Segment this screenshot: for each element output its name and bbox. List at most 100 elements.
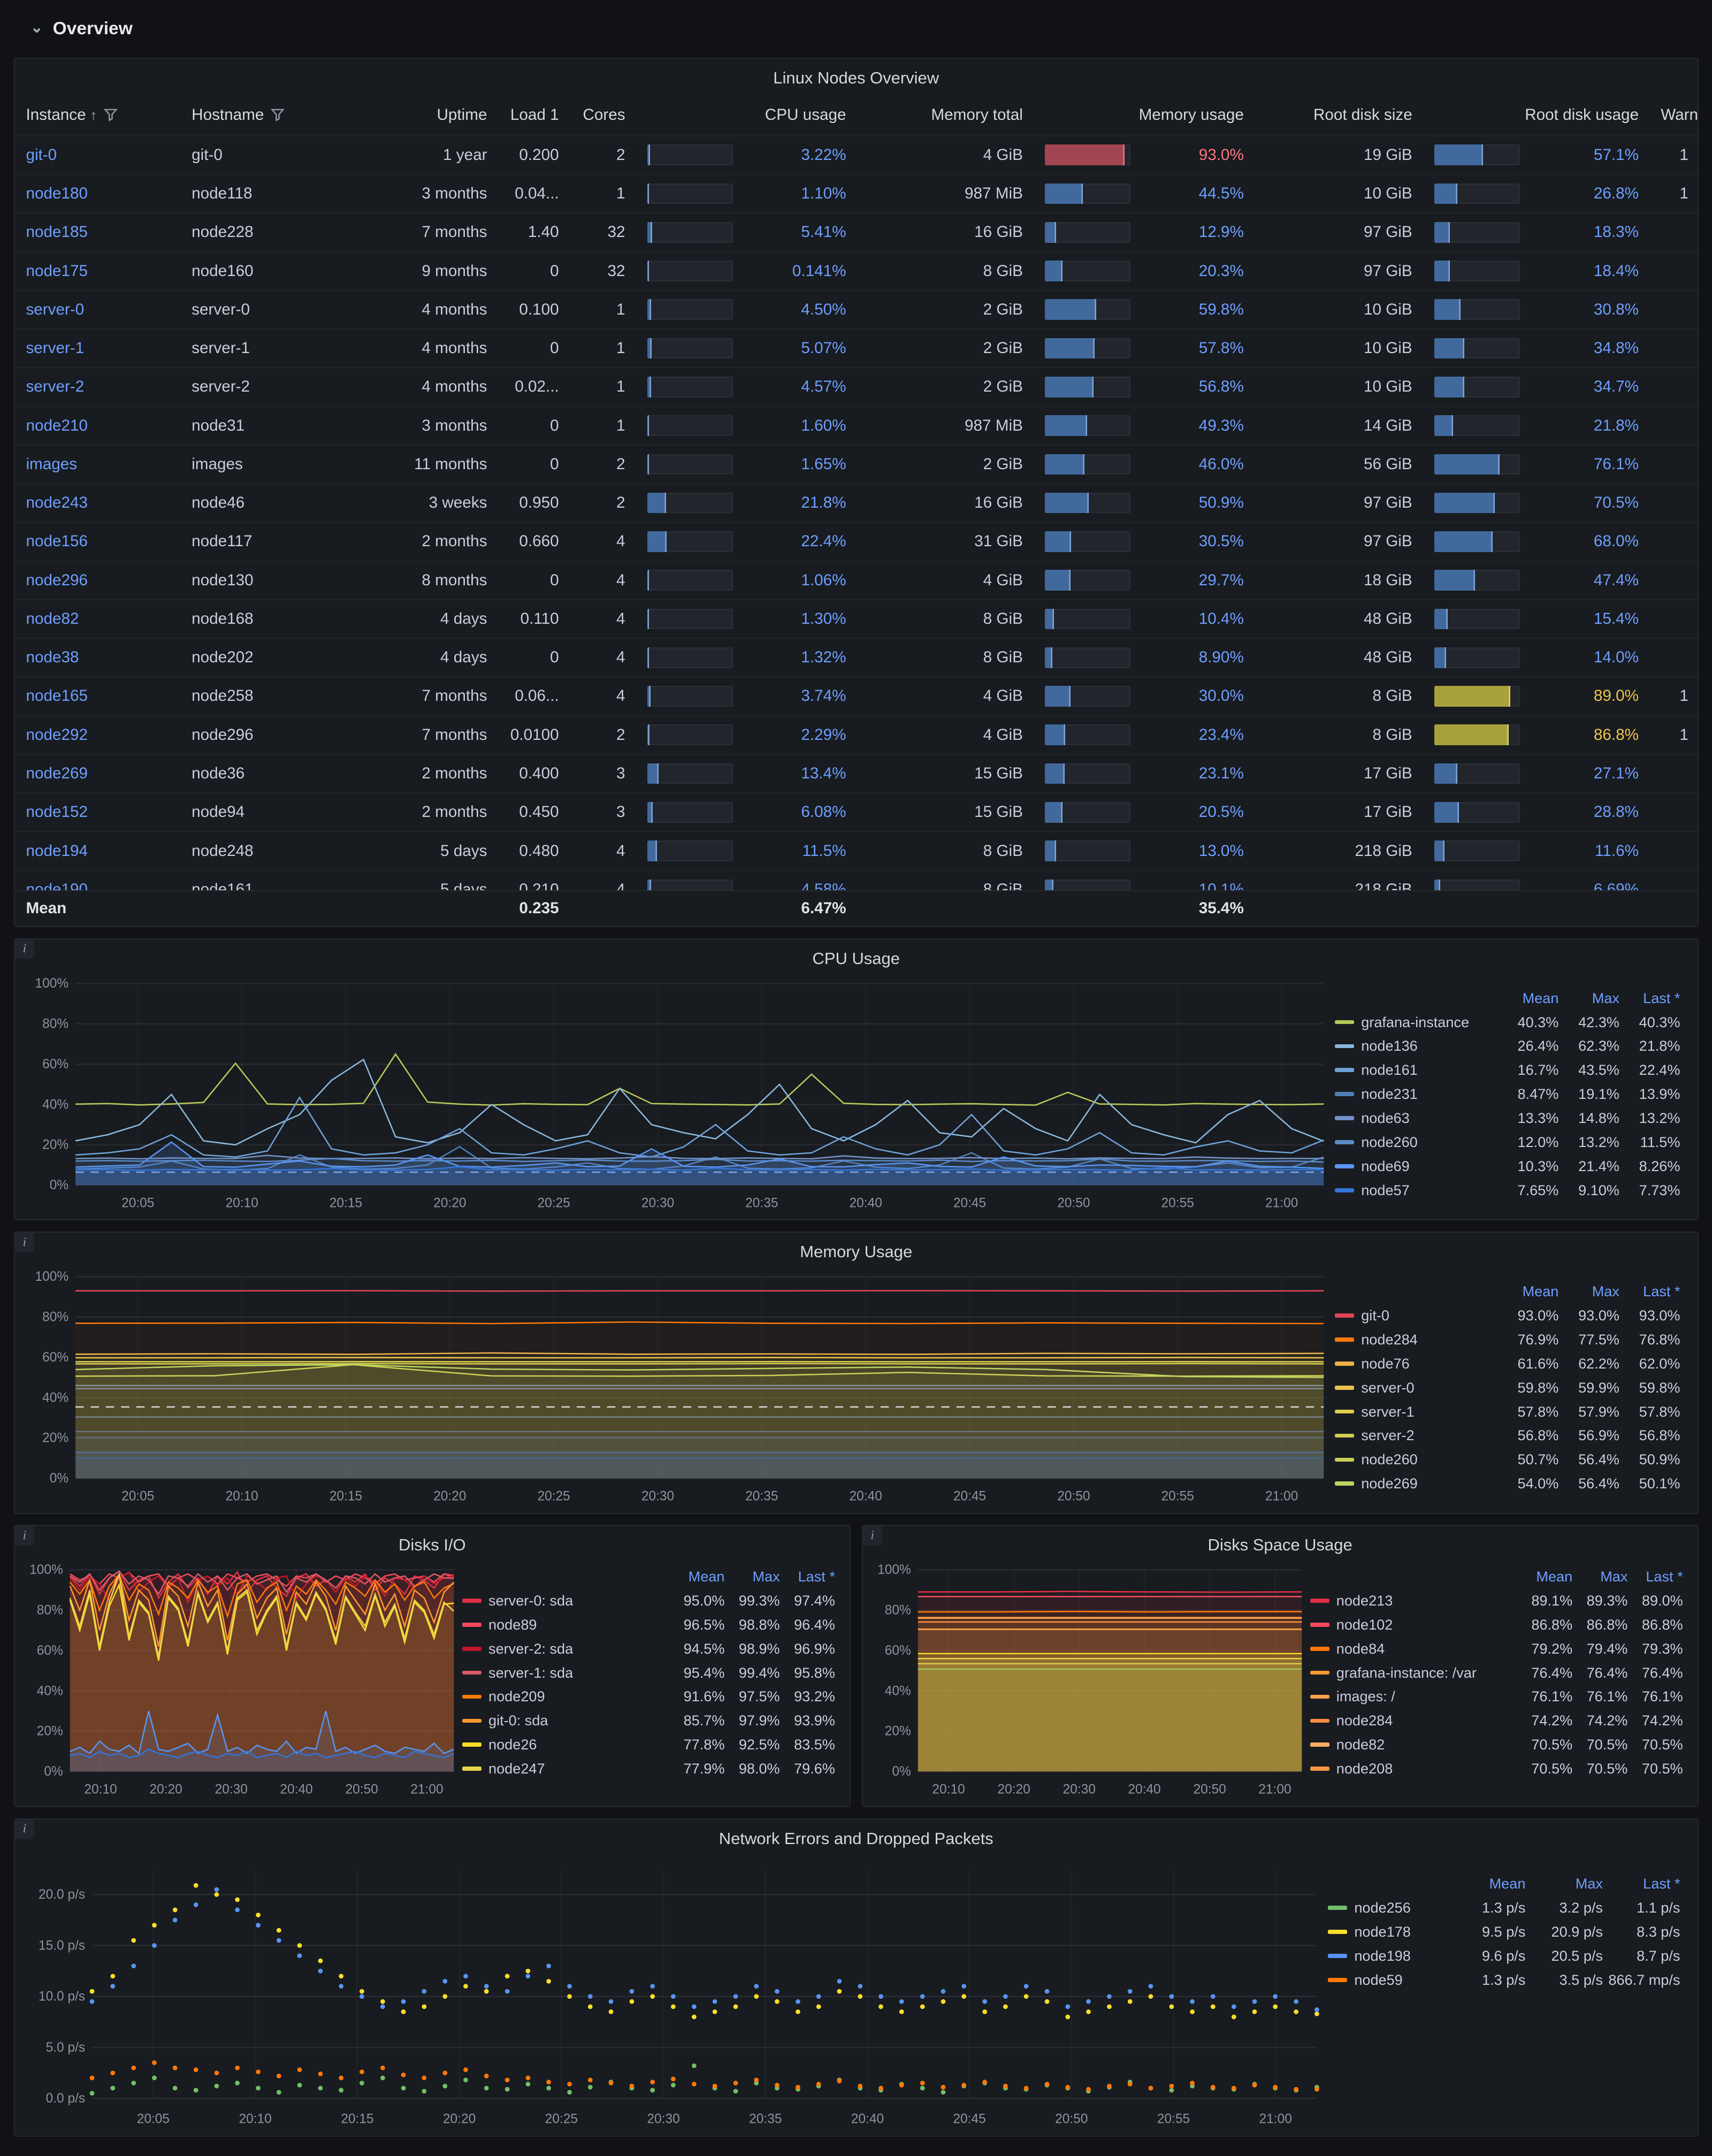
panel-title[interactable]: Memory Usage — [800, 1242, 913, 1262]
instance-link[interactable]: node185 — [26, 223, 88, 241]
filter-icon[interactable] — [103, 108, 118, 121]
instance-link[interactable]: node243 — [26, 494, 88, 512]
filter-icon[interactable] — [271, 108, 285, 121]
legend-item[interactable]: grafana-instance 40.3% 42.3% 40.3% — [1335, 1010, 1680, 1034]
panel-title[interactable]: Network Errors and Dropped Packets — [719, 1829, 993, 1848]
legend-item[interactable]: node57 7.65% 9.10% 7.73% — [1335, 1178, 1680, 1202]
instance-link[interactable]: images — [26, 455, 78, 473]
col-cores[interactable]: Cores — [583, 105, 625, 124]
instance-link[interactable]: node296 — [26, 571, 88, 589]
instance-link[interactable]: node156 — [26, 532, 88, 551]
legend-item[interactable]: git-0 93.0% 93.0% 93.0% — [1335, 1303, 1680, 1327]
col-hostname[interactable]: Hostname — [181, 95, 344, 135]
col-uptime[interactable]: Uptime — [437, 105, 487, 124]
memory-usage-chart[interactable]: 0% 20% 40% 60% 80% 100% 20:05 20:10 20:15 20:20 20… — [23, 1268, 1335, 1506]
legend-item[interactable]: server-2: sda 94.5% 98.9% 96.9% — [462, 1637, 835, 1661]
instance-link[interactable]: git-0 — [26, 146, 57, 164]
legend-item[interactable]: grafana-instance: /var 76.4% 76.4% 76.4% — [1310, 1661, 1683, 1685]
legend-item[interactable]: node208 70.5% 70.5% 70.5% — [1310, 1757, 1683, 1781]
legend-col-header[interactable]: Mean — [1522, 989, 1559, 1006]
legend-item[interactable]: node231 8.47% 19.1% 13.9% — [1335, 1082, 1680, 1106]
cpu-usage-chart[interactable]: 0% 20% 40% 60% 80% 100% 20:05 20:10 20:15 20:20 20… — [23, 975, 1335, 1213]
col-root-disk-size[interactable]: Root disk size — [1313, 105, 1412, 124]
legend-col-header[interactable]: Last * — [798, 1568, 835, 1585]
instance-link[interactable]: node152 — [26, 803, 88, 821]
legend-item[interactable]: node89 96.5% 98.8% 96.4% — [462, 1612, 835, 1637]
panel-info-icon[interactable]: i — [14, 1232, 34, 1252]
legend-item[interactable]: node161 16.7% 43.5% 22.4% — [1335, 1058, 1680, 1082]
legend-col-header[interactable]: Last * — [1646, 1568, 1683, 1585]
instance-link[interactable]: node210 — [26, 416, 88, 434]
section-overview-header[interactable]: ⌄ Overview — [14, 11, 1699, 47]
legend-item[interactable]: node269 54.0% 56.4% 50.1% — [1335, 1472, 1680, 1496]
legend-col-header[interactable]: Max — [1592, 1283, 1619, 1300]
legend-item[interactable]: node136 26.4% 62.3% 21.8% — [1335, 1034, 1680, 1058]
legend-item[interactable]: images: / 76.1% 76.1% 76.1% — [1310, 1685, 1683, 1709]
legend-col-header[interactable]: Mean — [1489, 1875, 1526, 1892]
legend-item[interactable]: server-1 57.8% 57.9% 57.8% — [1335, 1400, 1680, 1424]
instance-link[interactable]: node190 — [26, 881, 88, 890]
legend-item[interactable]: node102 86.8% 86.8% 86.8% — [1310, 1612, 1683, 1637]
instance-link[interactable]: node194 — [26, 842, 88, 860]
legend-item[interactable]: node260 12.0% 13.2% 11.5% — [1335, 1130, 1680, 1155]
legend-item[interactable]: node178 9.5 p/s 20.9 p/s 8.3 p/s — [1328, 1920, 1680, 1944]
panel-title[interactable]: CPU Usage — [812, 949, 900, 968]
col-cpu-usage[interactable]: CPU usage — [765, 105, 846, 124]
legend-item[interactable]: server-0 59.8% 59.9% 59.8% — [1335, 1375, 1680, 1400]
panel-info-icon[interactable]: i — [862, 1526, 882, 1546]
disks-io-chart[interactable]: 0% 20% 40% 60% 80% 100% 20:10 20:20 20:30 20:40 20… — [23, 1562, 462, 1799]
legend-item[interactable]: git-0: sda 85.7% 97.9% 93.9% — [462, 1709, 835, 1733]
col-memory-total[interactable]: Memory total — [931, 105, 1023, 124]
legend-col-header[interactable]: Max — [1600, 1568, 1628, 1585]
panel-title[interactable]: Linux Nodes Overview — [773, 68, 939, 88]
legend-item[interactable]: node82 70.5% 70.5% 70.5% — [1310, 1733, 1683, 1757]
col-warnings[interactable]: Warnings — [1661, 105, 1698, 124]
panel-info-icon[interactable]: i — [14, 939, 34, 959]
legend-col-header[interactable]: Mean — [688, 1568, 725, 1585]
panel-title[interactable]: Disks I/O — [399, 1535, 466, 1555]
legend-item[interactable]: server-1: sda 95.4% 99.4% 95.8% — [462, 1661, 835, 1685]
legend-item[interactable]: node260 50.7% 56.4% 50.9% — [1335, 1448, 1680, 1472]
legend-item[interactable]: node76 61.6% 62.2% 62.0% — [1335, 1351, 1680, 1375]
legend-col-header[interactable]: Last * — [1643, 1283, 1680, 1300]
legend-col-header[interactable]: Mean — [1536, 1568, 1573, 1585]
legend-col-header[interactable]: Mean — [1522, 1283, 1559, 1300]
instance-link[interactable]: node180 — [26, 185, 88, 202]
instance-link[interactable]: server-1 — [26, 339, 85, 357]
legend-col-header[interactable]: Max — [1592, 989, 1619, 1006]
legend-item[interactable]: node84 79.2% 79.4% 79.3% — [1310, 1637, 1683, 1661]
legend-item[interactable]: node247 77.9% 98.0% 79.6% — [462, 1757, 835, 1781]
legend-item[interactable]: node213 89.1% 89.3% 89.0% — [1310, 1588, 1683, 1612]
instance-link[interactable]: server-2 — [26, 378, 85, 396]
col-memory-usage[interactable]: Memory usage — [1138, 105, 1244, 124]
legend-col-header[interactable]: Last * — [1643, 989, 1680, 1006]
legend-item[interactable]: node69 10.3% 21.4% 8.26% — [1335, 1155, 1680, 1179]
instance-link[interactable]: node269 — [26, 764, 88, 782]
instance-link[interactable]: node82 — [26, 609, 79, 628]
panel-info-icon[interactable]: i — [14, 1526, 34, 1546]
instance-link[interactable]: server-0 — [26, 300, 85, 318]
legend-col-header[interactable]: Max — [752, 1568, 780, 1585]
legend-col-header[interactable]: Max — [1575, 1875, 1603, 1892]
instance-link[interactable]: node38 — [26, 648, 79, 667]
network-errors-chart[interactable]: 0.0 p/s 5.0 p/s 10.0 p/s 15.0 p/s 20.0 p/s 20… — [23, 1855, 1328, 2129]
instance-link[interactable]: node175 — [26, 262, 88, 280]
instance-link[interactable]: node292 — [26, 725, 88, 744]
legend-item[interactable]: node59 1.3 p/s 3.5 p/s 866.7 mp/s — [1328, 1968, 1680, 1992]
legend-item[interactable]: node209 91.6% 97.5% 93.2% — [462, 1685, 835, 1709]
panel-title[interactable]: Disks Space Usage — [1207, 1535, 1352, 1555]
legend-item[interactable]: server-2 56.8% 56.9% 56.8% — [1335, 1424, 1680, 1448]
legend-item[interactable]: node198 9.6 p/s 20.5 p/s 8.7 p/s — [1328, 1944, 1680, 1968]
col-load1[interactable]: Load 1 — [510, 105, 559, 124]
legend-item[interactable]: node256 1.3 p/s 3.2 p/s 1.1 p/s — [1328, 1896, 1680, 1920]
panel-info-icon[interactable]: i — [14, 1819, 34, 1839]
legend-item[interactable]: node26 77.8% 92.5% 83.5% — [462, 1733, 835, 1757]
nodes-table-scroll[interactable]: Instance ↑ Hostname Uptime Load 1 Cores C… — [14, 95, 1698, 890]
instance-link[interactable]: node165 — [26, 687, 88, 705]
disks-space-usage-chart[interactable]: 0% 20% 40% 60% 80% 100% 20:10 20:20 20:30 20:40 20… — [871, 1562, 1310, 1799]
legend-col-header[interactable]: Last * — [1643, 1875, 1680, 1892]
col-instance[interactable]: Instance ↑ — [15, 95, 181, 135]
col-root-disk-usage[interactable]: Root disk usage — [1525, 105, 1639, 124]
legend-item[interactable]: node284 76.9% 77.5% 76.8% — [1335, 1327, 1680, 1351]
legend-item[interactable]: server-0: sda 95.0% 99.3% 97.4% — [462, 1588, 835, 1612]
